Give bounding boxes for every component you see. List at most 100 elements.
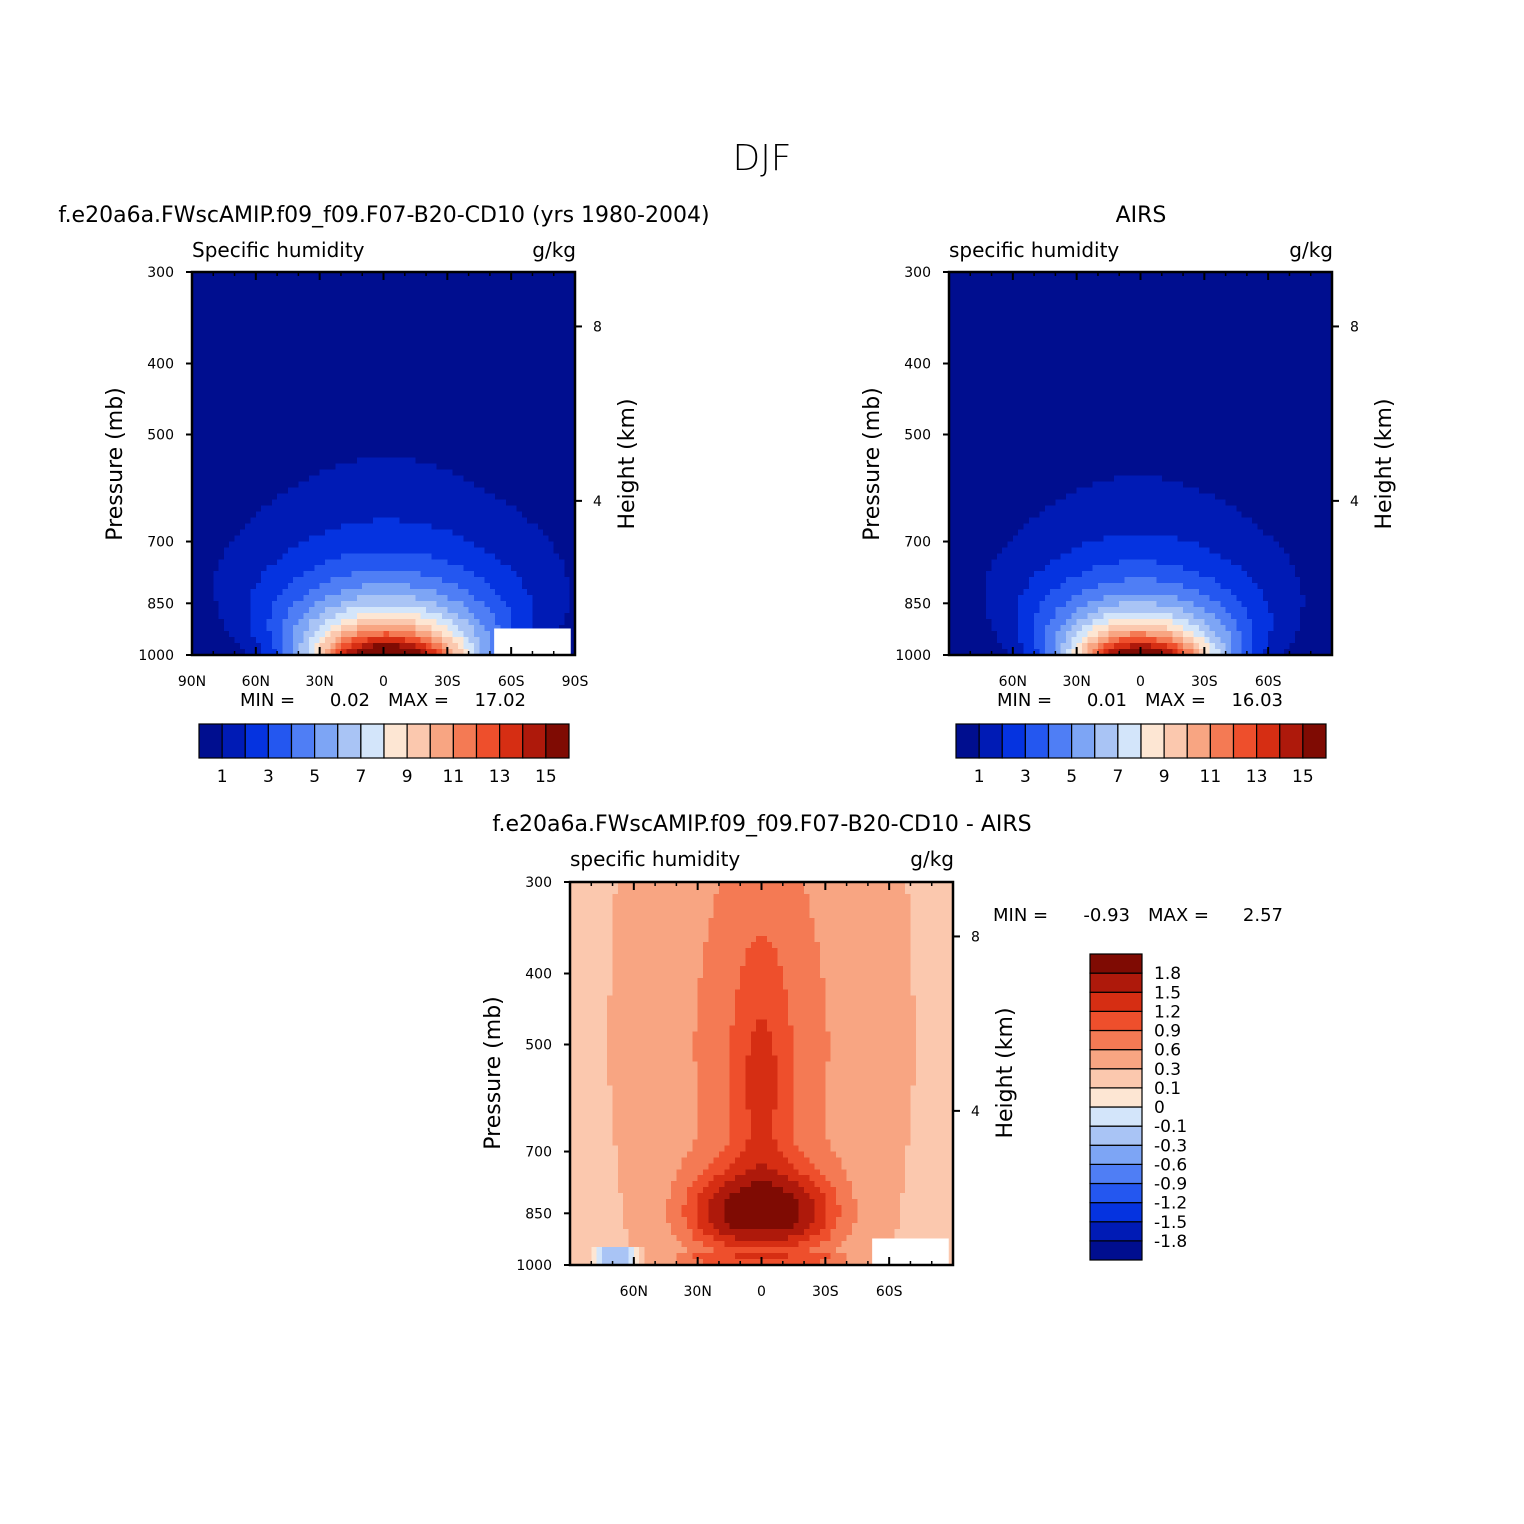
contour-cell bbox=[553, 379, 560, 387]
contour-cell bbox=[553, 553, 560, 560]
contour-cell bbox=[564, 289, 571, 297]
contour-cell bbox=[202, 529, 209, 536]
contour-cell bbox=[293, 553, 299, 560]
contour-cell bbox=[197, 589, 204, 596]
contour-cell bbox=[569, 571, 576, 578]
contour-cell bbox=[239, 379, 246, 387]
contour-cell bbox=[495, 289, 502, 297]
contour-cell bbox=[521, 367, 528, 375]
contour-cell bbox=[452, 313, 459, 321]
contour-cell bbox=[303, 433, 310, 441]
contour-cell bbox=[324, 343, 331, 351]
contour-cell bbox=[314, 343, 321, 351]
contour-cell bbox=[431, 547, 438, 554]
contour-cell bbox=[261, 427, 268, 435]
contour-cell bbox=[372, 301, 379, 309]
contour-cell bbox=[255, 277, 262, 285]
contour-cell bbox=[202, 367, 209, 375]
contour-cell bbox=[420, 451, 427, 459]
contour-cell bbox=[202, 625, 209, 632]
contour-cell bbox=[521, 433, 528, 441]
contour-cell bbox=[298, 373, 305, 381]
contour-cell bbox=[495, 415, 502, 423]
contour-cell bbox=[505, 379, 512, 387]
contour-cell bbox=[207, 499, 214, 506]
contour-cell bbox=[346, 535, 353, 542]
contour-cell bbox=[239, 535, 246, 542]
contour-cell bbox=[271, 553, 278, 560]
contour-cell bbox=[362, 529, 369, 536]
contour-cell bbox=[346, 367, 353, 375]
contour-cell bbox=[511, 367, 518, 375]
contour-cell bbox=[330, 649, 337, 656]
contour-cell bbox=[394, 631, 401, 638]
contour-cell bbox=[553, 415, 560, 423]
contour-cell bbox=[1007, 289, 1014, 297]
contour-cell bbox=[383, 541, 390, 548]
contour-cell bbox=[309, 295, 315, 303]
contour-cell bbox=[468, 361, 475, 369]
contour-cell bbox=[356, 439, 363, 447]
contour-cell bbox=[351, 469, 358, 477]
contour-cell bbox=[330, 373, 337, 381]
contour-cell bbox=[442, 427, 448, 435]
contour-cell bbox=[255, 523, 262, 530]
contour-cell bbox=[309, 283, 315, 291]
contour-cell bbox=[229, 457, 236, 465]
contour-cell bbox=[330, 415, 337, 423]
contour-cell bbox=[527, 541, 534, 548]
colorbar-label: 7 bbox=[355, 767, 366, 787]
contour-cell bbox=[383, 337, 390, 345]
contour-cell bbox=[239, 631, 246, 638]
contour-cell bbox=[484, 451, 491, 459]
contour-cell bbox=[266, 451, 273, 459]
contour-cell bbox=[516, 409, 523, 417]
contour-cell bbox=[479, 272, 486, 279]
contour-cell bbox=[287, 451, 294, 459]
contour-cell bbox=[383, 553, 390, 560]
contour-cell bbox=[463, 589, 470, 596]
contour-cell bbox=[340, 349, 347, 357]
contour-cell bbox=[431, 415, 438, 423]
contour-cell bbox=[202, 559, 209, 566]
contour-cell bbox=[234, 481, 241, 489]
contour-cell bbox=[420, 583, 427, 590]
contour-cell bbox=[234, 355, 241, 363]
contour-cell bbox=[218, 649, 225, 656]
contour-cell bbox=[287, 589, 294, 596]
contour-cell bbox=[271, 325, 278, 333]
contour-cell bbox=[569, 637, 576, 644]
contour-cell bbox=[197, 643, 204, 650]
contour-cell bbox=[564, 577, 571, 584]
contour-cell bbox=[250, 589, 257, 596]
contour-cell bbox=[473, 349, 480, 357]
contour-cell bbox=[367, 511, 374, 518]
contour-cell bbox=[309, 493, 315, 500]
contour-cell bbox=[553, 283, 560, 291]
contour-cell bbox=[383, 272, 390, 279]
contour-cell bbox=[479, 397, 486, 405]
contour-cell bbox=[346, 511, 353, 518]
contour-cell bbox=[420, 361, 427, 369]
contour-cell bbox=[1007, 272, 1014, 279]
contour-cell bbox=[505, 517, 512, 524]
contour-cell bbox=[484, 403, 491, 411]
contour-cell bbox=[287, 643, 294, 650]
contour-cell bbox=[986, 289, 993, 297]
contour-cell bbox=[335, 613, 342, 620]
contour-cell bbox=[548, 283, 555, 291]
contour-cell bbox=[324, 361, 331, 369]
contour-cell bbox=[218, 529, 225, 536]
contour-cell bbox=[537, 535, 544, 542]
contour-cell bbox=[564, 493, 571, 500]
contour-cell bbox=[468, 571, 475, 578]
contour-cell bbox=[468, 409, 475, 417]
contour-cell bbox=[543, 583, 549, 590]
contour-cell bbox=[282, 475, 289, 483]
contour-cell bbox=[463, 571, 470, 578]
contour-cell bbox=[298, 535, 305, 542]
contour-cell bbox=[383, 589, 390, 596]
contour-cell bbox=[218, 445, 225, 453]
contour-cell bbox=[521, 385, 528, 393]
contour-cell bbox=[564, 331, 571, 339]
